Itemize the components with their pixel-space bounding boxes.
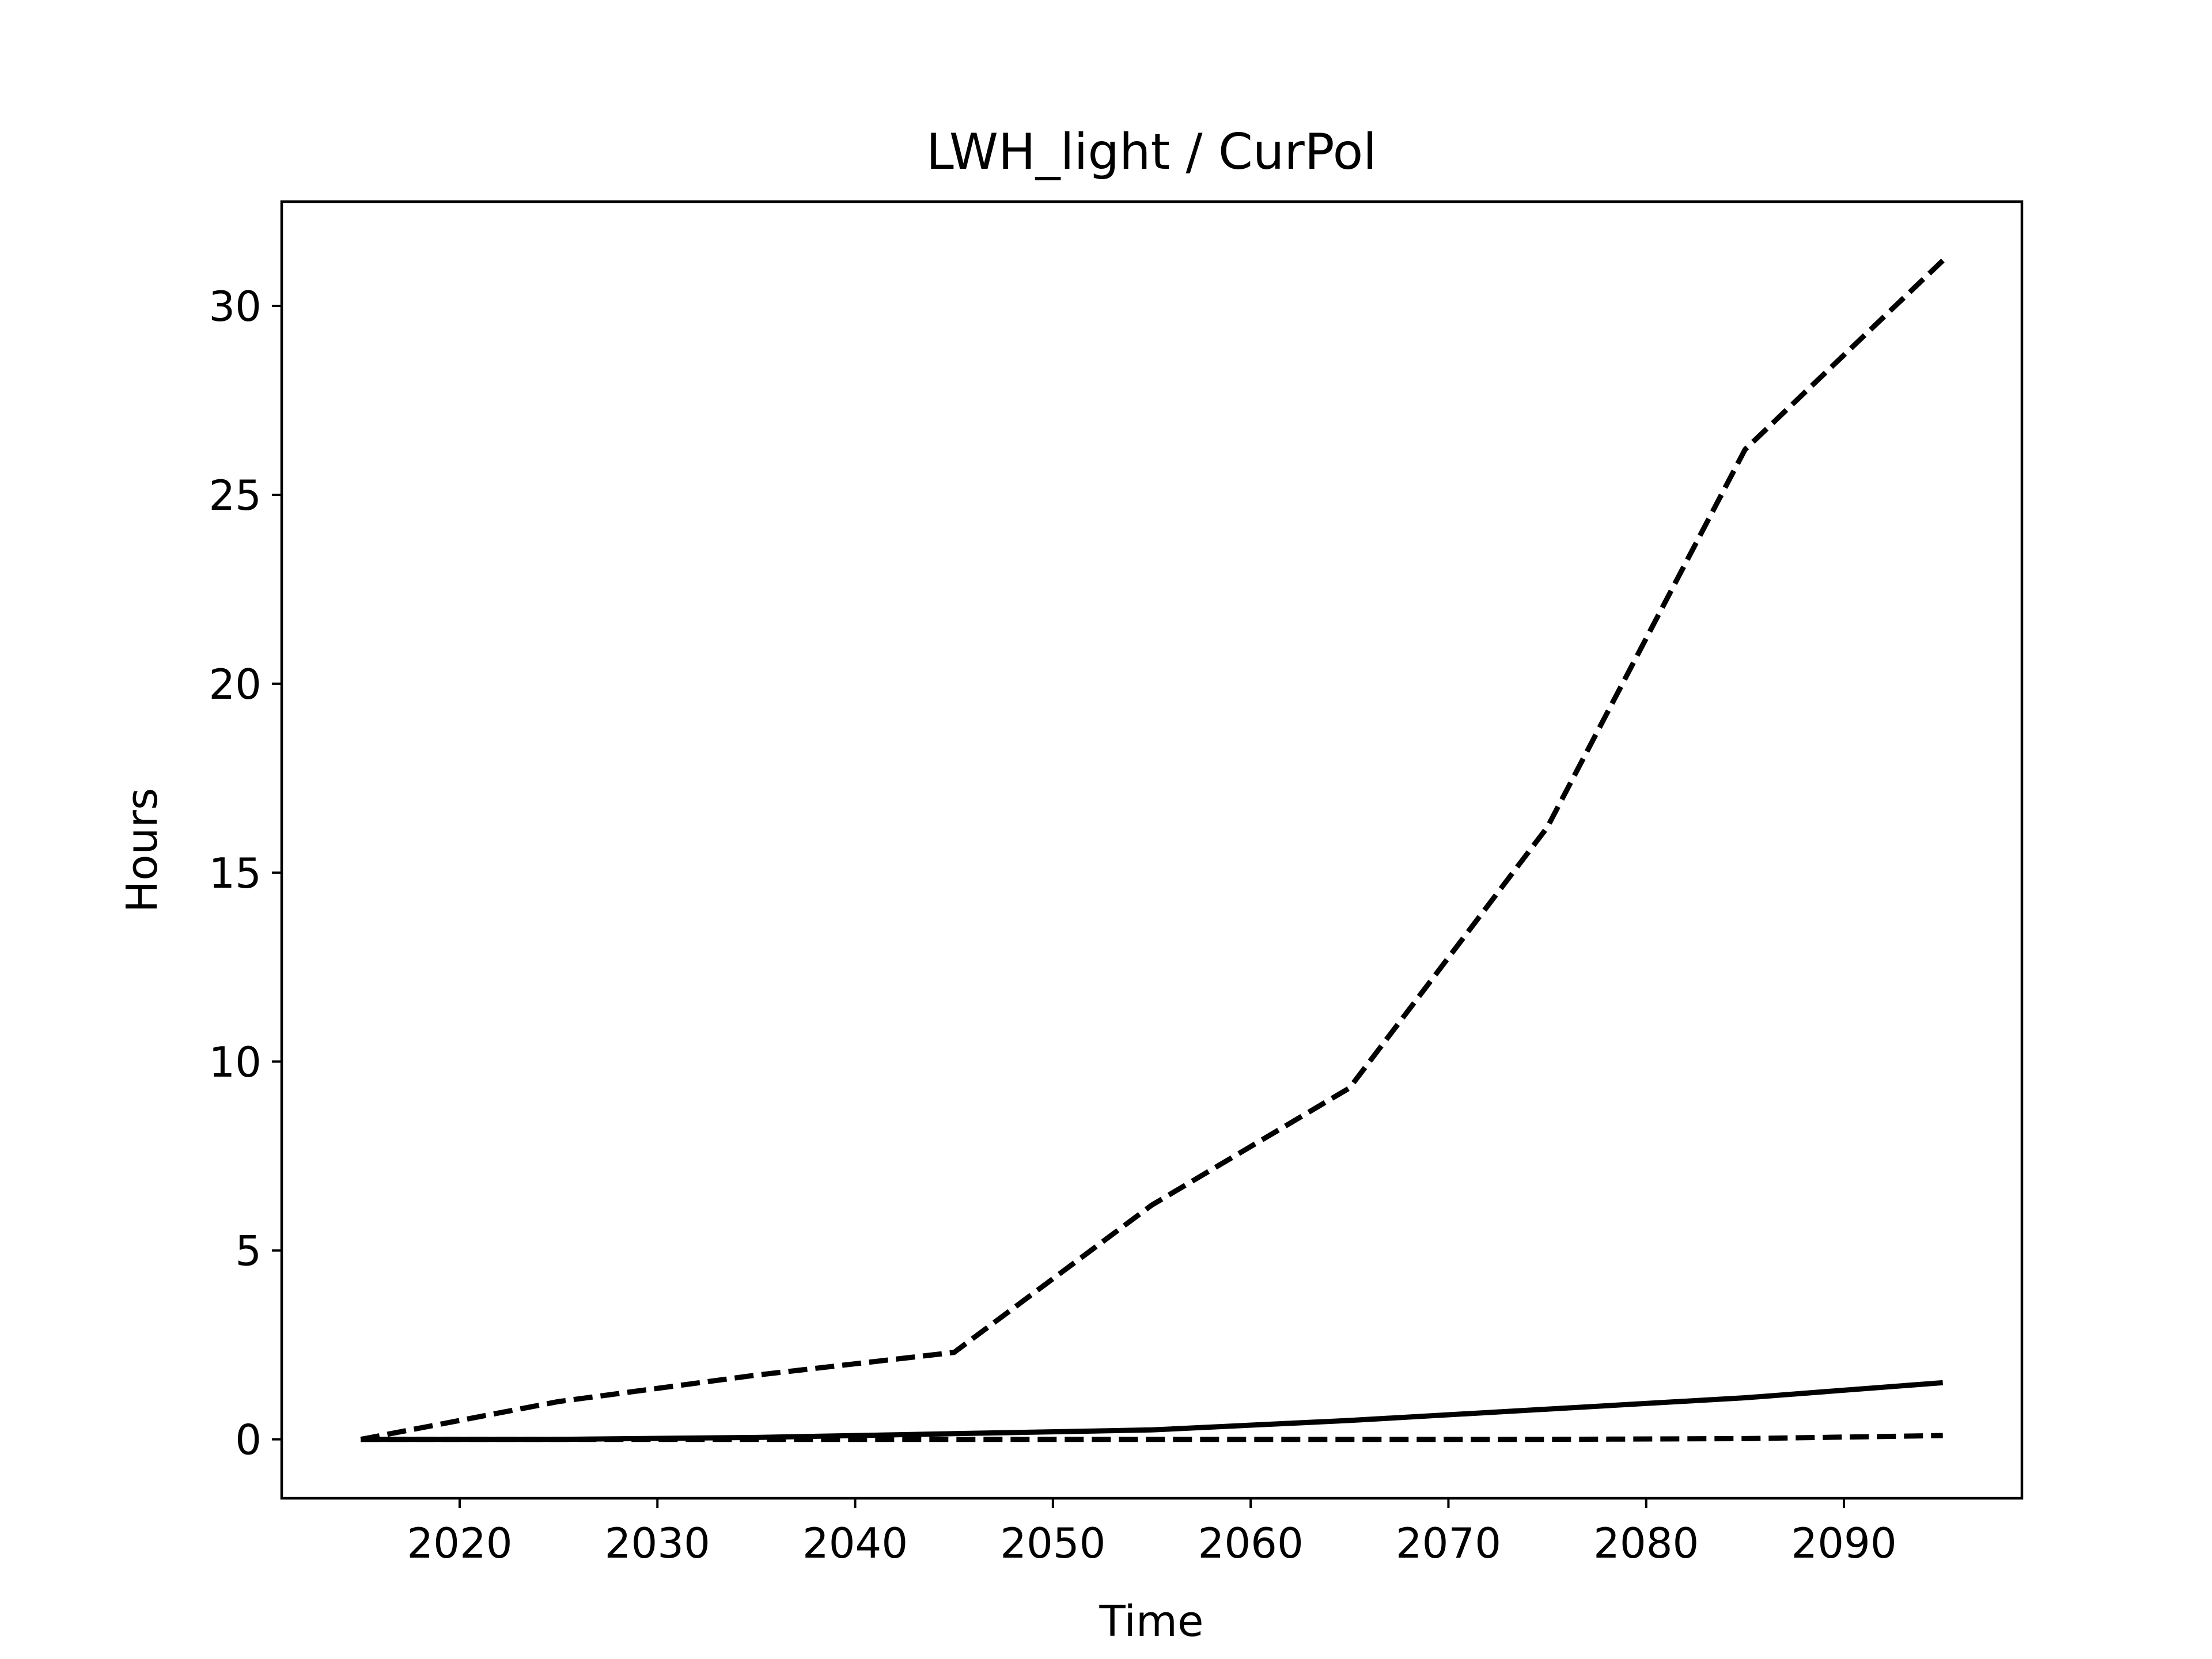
y-tick-label: 15 [209,849,262,897]
x-tick-label: 2070 [1396,1519,1501,1567]
y-tick-label: 10 [209,1038,262,1086]
y-axis: 0 5 10 15 20 25 30 [209,282,282,1464]
x-tick-label: 2060 [1198,1519,1304,1567]
x-tick-label: 2020 [407,1519,512,1567]
x-axis: 2020 2030 2040 2050 2060 2070 2080 2090 [407,1498,1897,1567]
y-tick-label: 0 [235,1416,262,1464]
x-axis-label: Time [1099,1597,1203,1646]
series-layer [360,259,1945,1442]
series-line-3 [361,1433,1943,1442]
y-tick-label: 25 [209,471,262,520]
x-tick-label: 2080 [1593,1519,1699,1567]
y-tick-label: 30 [209,282,262,331]
x-tick-label: 2090 [1791,1519,1896,1567]
series-line-1 [360,259,1945,1442]
plot-frame [280,200,2024,1500]
x-tick-label: 2040 [802,1519,908,1567]
y-axis-label: Hours [118,788,167,913]
x-tick-label: 2030 [605,1519,710,1567]
y-tick-label: 5 [235,1227,262,1275]
x-tick-label: 2050 [1000,1519,1105,1567]
y-tick-label: 20 [209,660,262,709]
chart-title: LWH_light / CurPol [926,123,1377,181]
series-line-2 [361,1380,1944,1442]
